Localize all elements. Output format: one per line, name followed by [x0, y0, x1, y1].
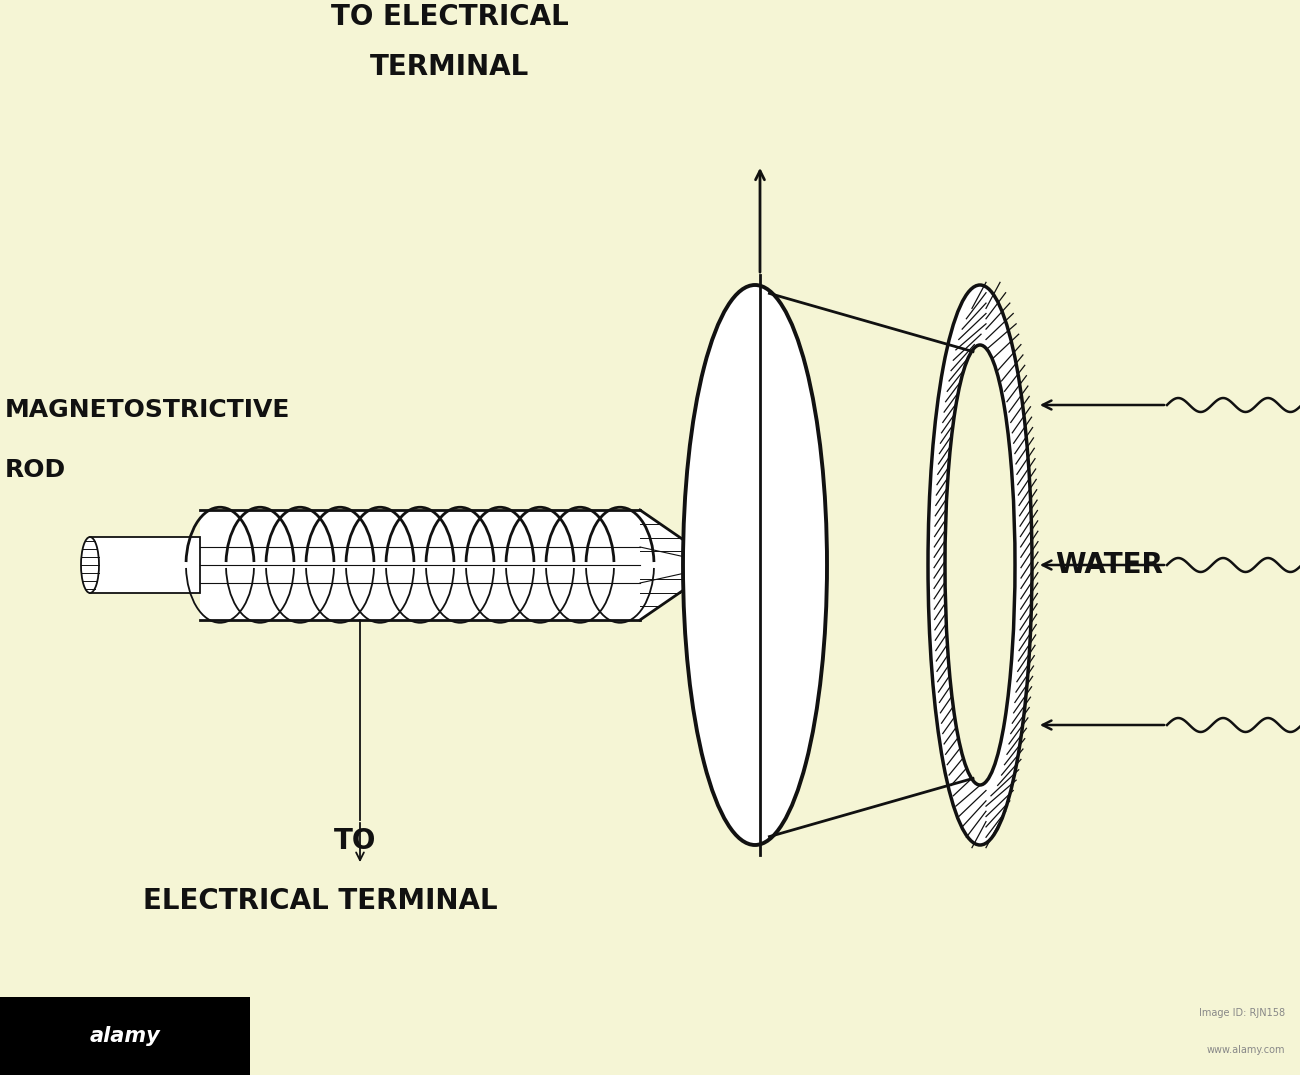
Text: TERMINAL: TERMINAL [370, 53, 529, 81]
Ellipse shape [945, 345, 1015, 785]
Text: www.alamy.com: www.alamy.com [1206, 1045, 1284, 1055]
Ellipse shape [81, 538, 99, 593]
Polygon shape [90, 538, 200, 593]
Ellipse shape [682, 285, 827, 845]
Text: MAGNETOSTRICTIVE: MAGNETOSTRICTIVE [5, 398, 290, 422]
Text: alamy: alamy [90, 1026, 160, 1046]
Text: WATER: WATER [1056, 551, 1164, 579]
Polygon shape [200, 510, 640, 620]
Text: TO ELECTRICAL: TO ELECTRICAL [332, 3, 569, 31]
Text: ELECTRICAL TERMINAL: ELECTRICAL TERMINAL [143, 887, 498, 915]
Ellipse shape [928, 285, 1032, 845]
Text: TO: TO [334, 827, 376, 855]
Text: ROD: ROD [5, 458, 66, 482]
Text: Image ID: RJN158: Image ID: RJN158 [1199, 1008, 1284, 1018]
Bar [0, 997, 250, 1075]
Polygon shape [640, 510, 720, 620]
